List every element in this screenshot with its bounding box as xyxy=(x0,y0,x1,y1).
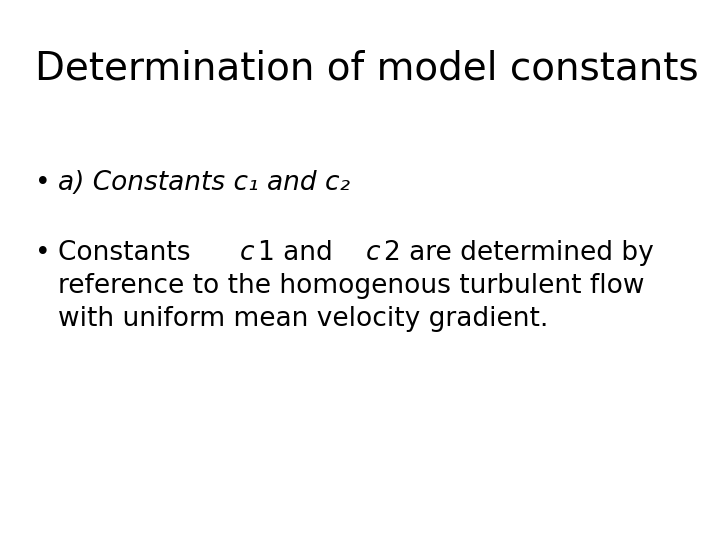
Text: Constants: Constants xyxy=(58,240,199,266)
Text: c: c xyxy=(366,240,380,266)
Text: 1 and: 1 and xyxy=(258,240,341,266)
Text: a) Constants c₁ and c₂: a) Constants c₁ and c₂ xyxy=(58,170,350,196)
Text: 2 are determined by: 2 are determined by xyxy=(384,240,654,266)
Text: with uniform mean velocity gradient.: with uniform mean velocity gradient. xyxy=(58,306,549,332)
Text: •: • xyxy=(35,170,50,196)
Text: Determination of model constants: Determination of model constants xyxy=(35,50,698,88)
Text: c: c xyxy=(240,240,254,266)
Text: •: • xyxy=(35,240,50,266)
Text: reference to the homogenous turbulent flow: reference to the homogenous turbulent fl… xyxy=(58,273,644,299)
